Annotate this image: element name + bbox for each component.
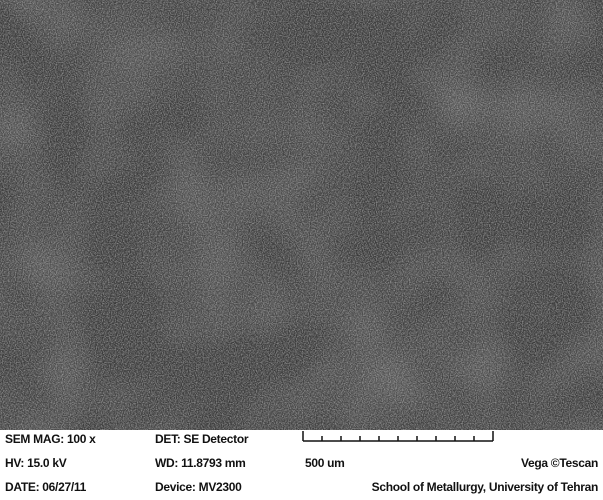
sem-mag: SEM MAG: 100 x xyxy=(5,432,96,446)
date: DATE: 06/27/11 xyxy=(5,480,87,494)
brand: Vega ©Tescan xyxy=(521,456,598,470)
hv: HV: 15.0 kV xyxy=(5,456,67,470)
institution: School of Metallurgy, University of Tehr… xyxy=(372,480,598,494)
micrograph-image xyxy=(0,0,603,430)
device: Device: MV2300 xyxy=(155,480,242,494)
wd: WD: 11.8793 mm xyxy=(155,456,246,470)
scale-label: 500 um xyxy=(305,456,345,470)
scale-bar xyxy=(302,431,494,442)
detector: DET: SE Detector xyxy=(155,432,249,446)
